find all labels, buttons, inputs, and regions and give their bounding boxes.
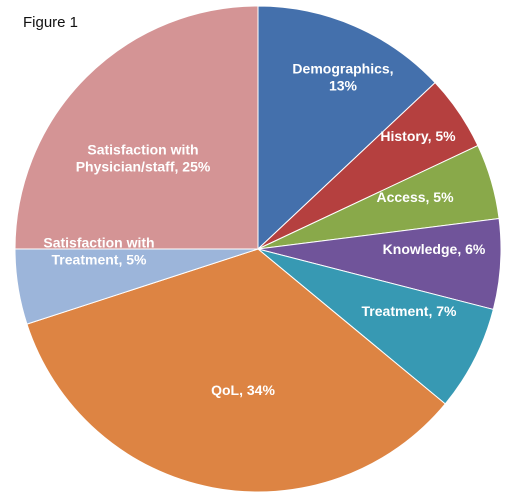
pie-slice-satisfaction-with-physician-staff <box>14 5 259 250</box>
pie-slice-treatment <box>257 248 494 405</box>
slice-label-access: Access, 5% <box>376 189 454 205</box>
slice-label-knowledge: Knowledge, 6% <box>383 241 486 257</box>
slice-label-satisfaction-with-physician-staff: Satisfaction with Physician/staff, 25% <box>76 142 211 175</box>
slice-label-satisfaction-with-treatment: Satisfaction with Treatment, 5% <box>43 235 154 268</box>
slice-label-qol: QoL, 34% <box>211 382 275 398</box>
slice-label-demographics: Demographics, 13% <box>292 61 393 94</box>
pie-labels: Demographics, 13% History, 5% Access, 5% Kno… <box>43 61 486 399</box>
slice-label-history: History, 5% <box>380 128 456 144</box>
pie-slices <box>14 5 502 493</box>
slice-label-treatment: Treatment, 7% <box>362 303 457 319</box>
pie-slice-demographics <box>257 5 436 251</box>
pie-slice-qol <box>26 248 446 493</box>
figure-label: Figure 1 <box>23 14 79 31</box>
